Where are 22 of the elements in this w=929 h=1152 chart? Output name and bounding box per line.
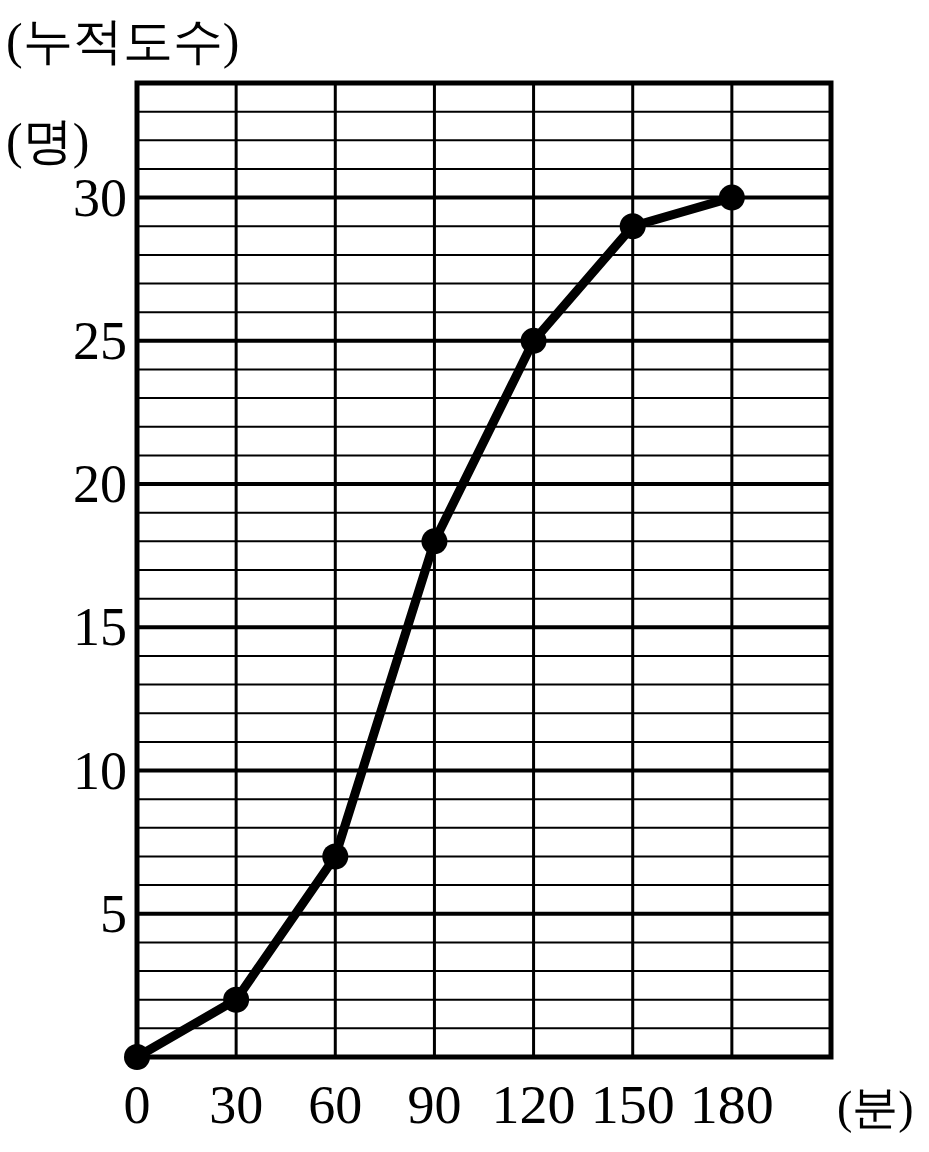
y-tick-label: 10 [73, 740, 127, 801]
point [124, 1044, 150, 1070]
y-tick-label: 5 [100, 883, 127, 944]
point [421, 528, 448, 555]
point [223, 986, 250, 1013]
x-tick-label: 30 [209, 1075, 264, 1135]
y-axis-title: (누적도수) [6, 13, 240, 69]
point [322, 843, 349, 870]
y-tick-label: 25 [73, 310, 127, 371]
x-tick-label: 180 [689, 1075, 774, 1135]
x-tick-label: 0 [123, 1075, 151, 1135]
point [520, 327, 547, 354]
x-axis-title: (분) [837, 1082, 914, 1133]
y-tick-label: 15 [73, 597, 127, 658]
text: (명) [6, 113, 90, 169]
x-tick-label: 120 [491, 1075, 576, 1135]
point [619, 213, 646, 240]
y-tick-label: 20 [73, 454, 127, 515]
x-tick-label: 60 [308, 1075, 363, 1135]
x-tick-label: 90 [407, 1075, 462, 1135]
point [718, 184, 745, 211]
x-tick-label: 150 [590, 1075, 675, 1135]
